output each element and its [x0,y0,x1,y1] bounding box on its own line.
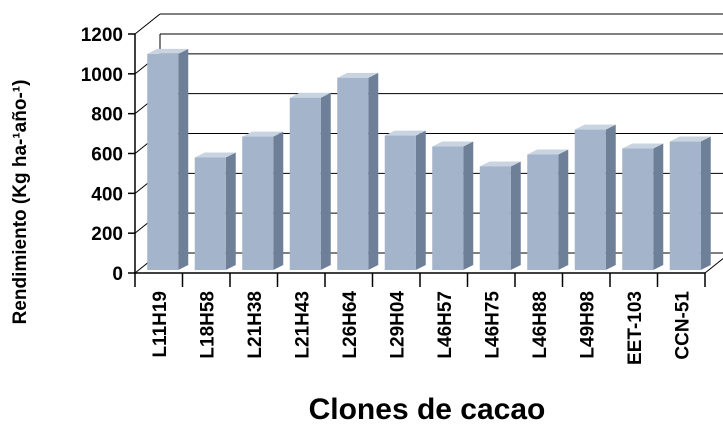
y-tick-label: 600 [91,145,123,166]
bar-l29h04 [384,130,426,270]
bar-eet-103 [622,143,664,270]
x-tick-label: L49H98 [577,291,598,359]
y-tick-label: 1000 [81,65,123,86]
x-tick-label: L18H58 [197,291,218,359]
bar-l46h57 [432,141,474,270]
y-axis: 0 200 400 600 800 1000 1200 [81,25,136,285]
x-tick-label: L29H04 [387,291,408,359]
x-axis-title: Clones de cacao [309,393,546,426]
bar-l46h75 [479,161,521,270]
bar-series [147,48,711,270]
x-axis: L11H19 L18H58 L21H38 L21H43 L26H64 L29H04 L46H… [134,273,706,365]
bar-l21h43 [289,92,331,270]
bar-ccn-51 [669,136,711,270]
bar-l49h98 [574,124,616,270]
y-tick-label: 1200 [81,25,123,46]
y-tick-label: 400 [91,184,123,205]
x-tick-label: CCN-51 [672,291,693,360]
bar-l21h38 [242,131,284,270]
y-axis-title: Rendimiento (Kg ha-¹año-¹) [10,80,31,325]
bar-l18h58 [194,152,236,270]
x-tick-label: L21H38 [245,291,266,359]
x-tick-label: L26H64 [340,291,361,359]
y-tick-label: 800 [91,105,123,126]
x-tick-label: L46H75 [482,291,503,359]
x-tick-label: L11H19 [150,291,171,358]
x-tick-label: L21H43 [292,291,313,359]
bar-l26h64 [337,72,379,270]
y-tick-label: 0 [112,264,123,285]
bar-l46h88 [527,149,569,270]
x-tick-label: L46H88 [530,291,551,359]
bar-l11h19 [147,48,189,270]
x-tick-label: L46H57 [435,291,456,359]
x-tick-label: EET-103 [625,291,646,365]
y-tick-label: 200 [91,224,123,245]
